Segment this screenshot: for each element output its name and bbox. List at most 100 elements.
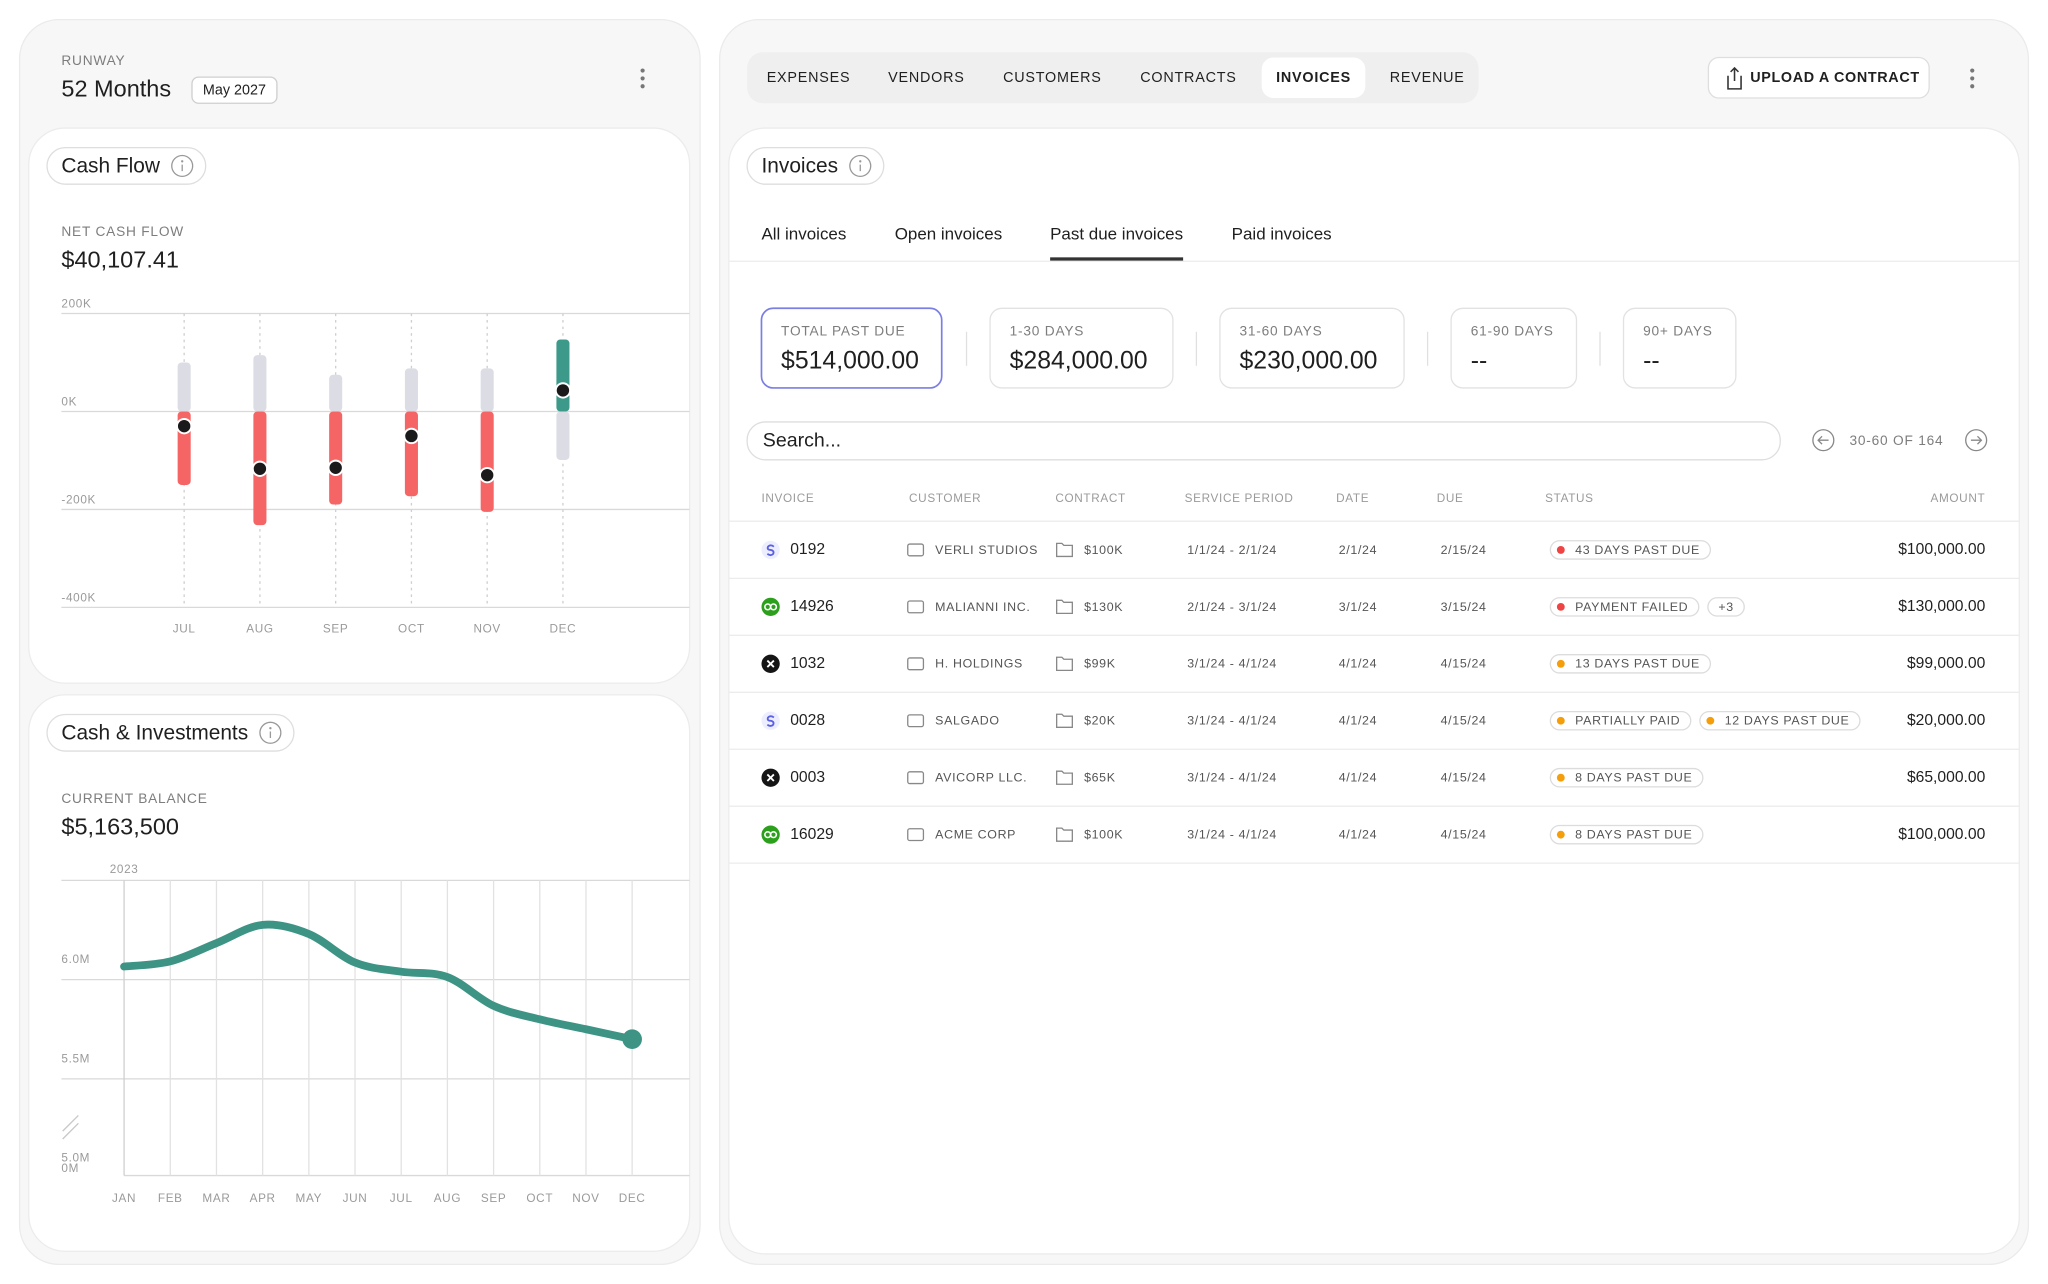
customer: VERLI STUDIOS [935, 543, 1038, 557]
subtab[interactable]: Past due invoices [1050, 225, 1183, 244]
x-tick-label: MAY [296, 1192, 323, 1205]
search-placeholder[interactable]: Search... [763, 430, 841, 452]
customer-icon [907, 771, 925, 785]
x-tick-label: OCT [398, 623, 425, 636]
service-period: 3/1/24 - 4/1/24 [1187, 657, 1277, 671]
nav-tab[interactable]: CONTRACTS [1140, 70, 1236, 86]
y-tick-label: 6.0M [61, 953, 90, 966]
summary-label: 31-60 DAYS [1240, 323, 1323, 338]
status-dot [1556, 773, 1565, 782]
status-dot [1556, 546, 1565, 554]
runway-badge: May 2027 [203, 83, 266, 99]
status-text: 12 DAYS PAST DUE [1725, 714, 1850, 728]
metric-label: NET CASH FLOW [61, 224, 184, 239]
status-pill [1549, 654, 1712, 674]
info-icon [269, 727, 272, 730]
amount: $100,000.00 [1898, 826, 1985, 843]
chart-title: Cash & Investments [61, 722, 248, 745]
due: 3/15/24 [1441, 600, 1487, 614]
summary-label: 90+ DAYS [1643, 323, 1713, 338]
subtab[interactable]: Paid invoices [1232, 225, 1332, 244]
table-header: SERVICE PERIOD [1185, 492, 1294, 505]
runway-badge-box [191, 76, 278, 104]
outflow-bar [480, 411, 494, 512]
nav-tab[interactable]: INVOICES [1276, 70, 1351, 86]
net-dot [479, 466, 496, 484]
tab-bar [747, 52, 1479, 104]
customer: ACME CORP [935, 828, 1016, 842]
x-tick-label: AUG [246, 623, 273, 636]
summary-label: 1-30 DAYS [1010, 323, 1085, 338]
x-tick-label: NOV [572, 1192, 599, 1205]
invoice-number: 0003 [790, 769, 825, 786]
y-tick-label: 0K [61, 395, 77, 408]
service-period: 2/1/24 - 3/1/24 [1187, 600, 1277, 614]
table-header: DUE [1437, 492, 1464, 505]
nav-tab[interactable]: VENDORS [888, 70, 965, 86]
summary-card [989, 307, 1174, 389]
cash-investments-card [28, 694, 691, 1252]
metric-value: $40,107.41 [61, 246, 179, 272]
inflow-bar [404, 368, 418, 412]
service-period: 3/1/24 - 4/1/24 [1187, 771, 1277, 785]
y-tick-label: 5.0M [61, 1152, 90, 1165]
net-dot [403, 427, 420, 445]
customer: SALGADO [935, 714, 999, 728]
runway-value: 52 Months [61, 75, 171, 101]
contract: $20K [1084, 714, 1116, 728]
service-period: 3/1/24 - 4/1/24 [1187, 828, 1277, 842]
table-header: CONTRACT [1055, 492, 1126, 505]
x-tick-label: DEC [550, 623, 577, 636]
contract-icon [1056, 656, 1073, 671]
x-tick-label: APR [250, 1192, 276, 1205]
inflow-bar [329, 374, 343, 412]
service-period: 1/1/24 - 2/1/24 [1187, 543, 1277, 557]
kebab-menu[interactable] [640, 68, 645, 89]
net-dot [554, 382, 572, 399]
subtab[interactable]: All invoices [761, 225, 846, 244]
invoices-title-box [746, 146, 885, 185]
x-tick-label: DEC [619, 1192, 646, 1205]
upload-button[interactable] [1707, 56, 1930, 99]
due: 4/15/24 [1441, 714, 1487, 728]
status-dot [1556, 659, 1565, 668]
status-pill [1549, 540, 1712, 560]
inflow-bar [177, 362, 191, 412]
balance-line [120, 920, 637, 1044]
status-text: +3 [1718, 600, 1733, 614]
chart-title: Cash Flow [61, 155, 161, 178]
invoice-number: 1032 [790, 655, 825, 672]
amount: $65,000.00 [1907, 769, 1986, 786]
summary-card [760, 307, 943, 389]
summary-value: $230,000.00 [1240, 347, 1378, 374]
due: 4/15/24 [1441, 828, 1487, 842]
nav-tab[interactable]: EXPENSES [767, 70, 851, 86]
nav-tab[interactable]: CUSTOMERS [1003, 70, 1102, 86]
status-text: PAYMENT FAILED [1575, 600, 1688, 614]
x-tick-label: JUL [173, 623, 196, 636]
axis-break [62, 1115, 79, 1140]
nav-tab[interactable]: REVENUE [1390, 70, 1465, 86]
contract-icon [1056, 827, 1073, 842]
contract-icon [1056, 599, 1073, 615]
kebab-menu[interactable] [1970, 68, 1975, 89]
upload-button-label[interactable]: UPLOAD A CONTRACT [1750, 70, 1920, 86]
net-dot [251, 460, 269, 477]
status-dot [1556, 830, 1565, 839]
prev-page[interactable] [1812, 429, 1835, 452]
status-dot [1706, 716, 1715, 725]
search-box[interactable] [746, 421, 1781, 461]
y-tick-label: 0M [61, 1162, 79, 1175]
x-tick-label: JAN [112, 1192, 136, 1205]
subtab[interactable]: Open invoices [895, 225, 1003, 244]
metric-label: CURRENT BALANCE [61, 791, 207, 806]
year-label: 2023 [110, 863, 139, 876]
table-header: CUSTOMER [909, 492, 981, 505]
table-header: STATUS [1545, 492, 1594, 505]
summary-label: 61-90 DAYS [1471, 323, 1554, 338]
next-page[interactable] [1965, 429, 1988, 452]
chart-title-box [46, 146, 207, 185]
x-tick-label: MAR [202, 1192, 230, 1205]
customer: AVICORP LLC. [935, 771, 1027, 785]
